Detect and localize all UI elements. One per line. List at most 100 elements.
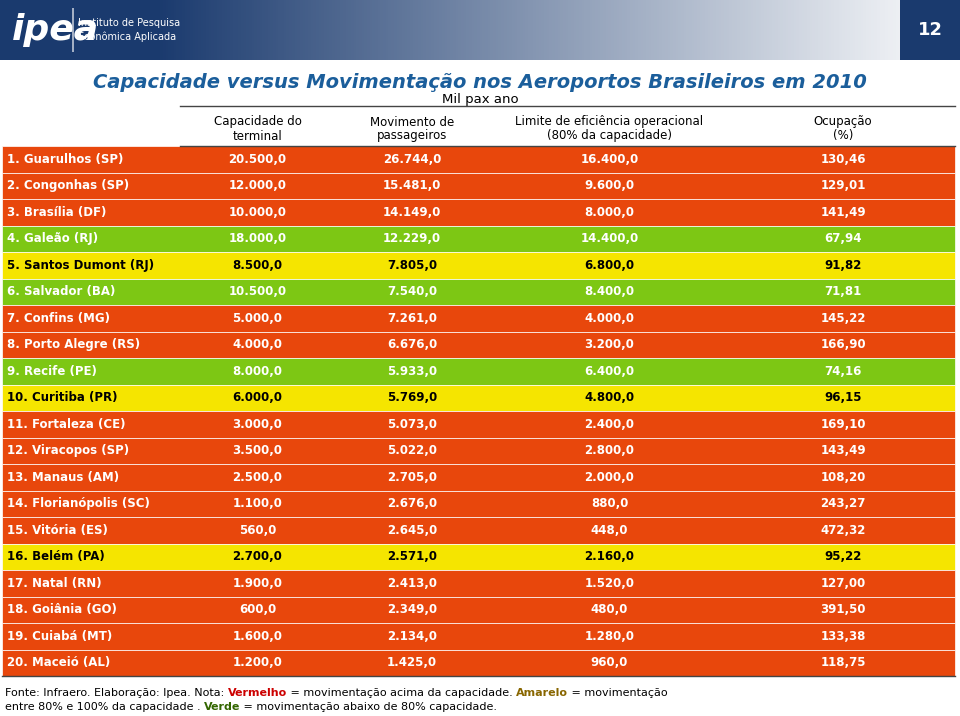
- Bar: [372, 0, 376, 60]
- Bar: [364, 0, 368, 60]
- Text: 5.769,0: 5.769,0: [387, 391, 437, 405]
- Bar: [289, 0, 293, 60]
- Bar: [619, 0, 623, 60]
- Bar: [184, 0, 188, 60]
- Bar: [689, 0, 693, 60]
- Bar: [563, 0, 566, 60]
- Text: 2.500,0: 2.500,0: [232, 470, 282, 484]
- Bar: [598, 0, 601, 60]
- Text: 18. Goiânia (GO): 18. Goiânia (GO): [7, 604, 117, 616]
- Bar: [522, 0, 526, 60]
- Bar: [555, 0, 559, 60]
- Text: 17. Natal (RN): 17. Natal (RN): [7, 577, 102, 590]
- Bar: [190, 0, 194, 60]
- Bar: [852, 0, 856, 60]
- Bar: [343, 0, 347, 60]
- Bar: [861, 0, 864, 60]
- Bar: [636, 0, 639, 60]
- Bar: [807, 0, 811, 60]
- Text: Amarelo: Amarelo: [516, 688, 568, 698]
- Bar: [338, 0, 341, 60]
- Bar: [691, 0, 695, 60]
- Text: 1. Guarulhos (SP): 1. Guarulhos (SP): [7, 153, 124, 165]
- Bar: [480, 0, 484, 60]
- Text: 127,00: 127,00: [821, 577, 866, 590]
- Bar: [434, 0, 438, 60]
- Bar: [359, 0, 363, 60]
- Bar: [420, 0, 424, 60]
- Text: 6.400,0: 6.400,0: [585, 364, 635, 378]
- Bar: [407, 0, 411, 60]
- Bar: [681, 0, 684, 60]
- Text: 13. Manaus (AM): 13. Manaus (AM): [7, 470, 119, 484]
- Bar: [855, 0, 859, 60]
- Text: 10. Curitiba (PR): 10. Curitiba (PR): [7, 391, 117, 405]
- Text: 2.705,0: 2.705,0: [387, 470, 437, 484]
- Bar: [204, 0, 207, 60]
- Bar: [676, 0, 680, 60]
- Text: 1.900,0: 1.900,0: [232, 577, 282, 590]
- Bar: [214, 0, 218, 60]
- Text: 2.400,0: 2.400,0: [585, 417, 635, 431]
- Bar: [812, 0, 816, 60]
- Bar: [903, 0, 907, 60]
- Bar: [461, 0, 465, 60]
- Bar: [2, 490, 955, 517]
- Bar: [761, 0, 765, 60]
- Text: 2. Congonhas (SP): 2. Congonhas (SP): [7, 179, 130, 193]
- Bar: [770, 0, 773, 60]
- Text: 5.933,0: 5.933,0: [387, 364, 437, 378]
- Bar: [431, 0, 435, 60]
- Text: 10.500,0: 10.500,0: [228, 285, 287, 299]
- Bar: [649, 0, 653, 60]
- Bar: [326, 0, 330, 60]
- Bar: [440, 0, 444, 60]
- Text: 96,15: 96,15: [825, 391, 862, 405]
- Text: 16.400,0: 16.400,0: [581, 153, 638, 165]
- Bar: [351, 0, 354, 60]
- Bar: [370, 0, 373, 60]
- Bar: [453, 0, 457, 60]
- Bar: [612, 0, 614, 60]
- Text: 6.676,0: 6.676,0: [387, 338, 437, 352]
- Text: 91,82: 91,82: [825, 258, 862, 272]
- Bar: [410, 0, 414, 60]
- Bar: [396, 0, 400, 60]
- Bar: [745, 0, 749, 60]
- Bar: [335, 0, 339, 60]
- Bar: [181, 0, 185, 60]
- Text: 480,0: 480,0: [590, 604, 628, 616]
- Bar: [818, 0, 822, 60]
- Text: 5.000,0: 5.000,0: [232, 311, 282, 325]
- Bar: [670, 0, 674, 60]
- Text: 243,27: 243,27: [820, 497, 866, 511]
- Bar: [195, 0, 199, 60]
- Bar: [710, 0, 714, 60]
- Bar: [794, 0, 798, 60]
- Bar: [643, 0, 647, 60]
- Bar: [517, 0, 521, 60]
- Text: 1.600,0: 1.600,0: [232, 630, 282, 643]
- Bar: [579, 0, 583, 60]
- Bar: [437, 0, 441, 60]
- Text: = movimentação: = movimentação: [568, 688, 668, 698]
- Text: = movimentação acima da capacidade.: = movimentação acima da capacidade.: [287, 688, 516, 698]
- Bar: [171, 0, 175, 60]
- Bar: [268, 0, 272, 60]
- Bar: [222, 0, 226, 60]
- Bar: [834, 0, 837, 60]
- Text: 9. Recife (PE): 9. Recife (PE): [7, 364, 97, 378]
- Bar: [630, 0, 634, 60]
- Text: 2.134,0: 2.134,0: [387, 630, 437, 643]
- Text: Capacidade do: Capacidade do: [213, 115, 301, 128]
- Bar: [235, 0, 239, 60]
- Bar: [377, 0, 381, 60]
- Bar: [413, 0, 417, 60]
- Text: Fonte: Infraero. Elaboração: Ipea. Nota:: Fonte: Infraero. Elaboração: Ipea. Nota:: [5, 688, 228, 698]
- Bar: [281, 0, 285, 60]
- Bar: [265, 0, 269, 60]
- Text: 6.000,0: 6.000,0: [232, 391, 282, 405]
- Bar: [488, 0, 492, 60]
- Bar: [925, 0, 928, 60]
- Bar: [686, 0, 690, 60]
